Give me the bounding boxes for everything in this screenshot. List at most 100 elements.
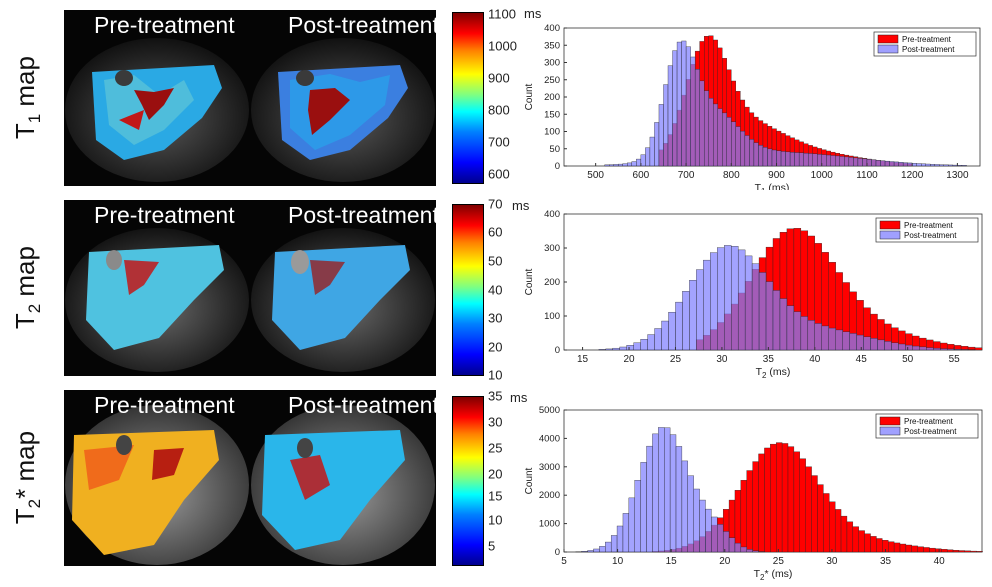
- histogram-bar: [695, 69, 700, 166]
- histogram-bar: [613, 348, 620, 350]
- y-tick-label: 400: [544, 23, 560, 34]
- histogram-bar: [689, 280, 696, 350]
- histogram-bar: [917, 164, 922, 166]
- histogram-bar: [618, 164, 623, 166]
- colorbar-tick: 800: [488, 103, 510, 118]
- histogram-bar: [858, 158, 863, 166]
- histogram-bar: [912, 346, 919, 350]
- histogram-bar: [977, 551, 983, 552]
- histogram-bar: [745, 135, 750, 166]
- histogram-bar: [691, 57, 696, 166]
- histogram-bar: [647, 446, 653, 552]
- histogram-bar: [677, 42, 682, 166]
- legend-swatch: [880, 427, 900, 435]
- histogram-bar: [940, 349, 947, 350]
- histogram-bar: [722, 113, 727, 166]
- x-tick-label: 700: [678, 170, 695, 181]
- histogram-bar: [947, 550, 953, 552]
- histogram-bar: [650, 137, 655, 166]
- x-tick-label: 50: [902, 354, 914, 365]
- panel-title-post: Post-treatment: [288, 202, 436, 229]
- y-tick-label: 0: [555, 345, 560, 356]
- histogram-bar: [806, 467, 812, 552]
- y-tick-label: 100: [544, 127, 560, 138]
- histogram-bar: [654, 122, 659, 166]
- legend-swatch: [880, 231, 900, 239]
- histogram-bar: [641, 339, 648, 350]
- colorbar-tick: 20: [488, 467, 502, 482]
- histogram-bar: [754, 143, 759, 166]
- histogram-bar: [794, 312, 801, 350]
- histogram-bar: [876, 538, 882, 552]
- histogram-bar: [921, 164, 926, 166]
- histogram-bar: [871, 160, 876, 166]
- panel-title-pre: Pre-treatment: [94, 202, 235, 229]
- histogram-bar: [786, 152, 791, 166]
- histogram-bar: [669, 312, 676, 350]
- histogram-bar: [926, 164, 931, 166]
- histogram-bar: [741, 480, 747, 552]
- y-tick-label: 300: [544, 243, 560, 254]
- histogram-bar: [849, 157, 854, 166]
- histogram-bar: [688, 476, 694, 552]
- histogram-bar: [709, 98, 714, 166]
- histogram-bar: [840, 156, 845, 166]
- histogram-bar: [871, 536, 877, 552]
- colorbar-gradient: [452, 396, 484, 566]
- histogram-bar: [747, 471, 753, 552]
- legend-label: Post-treatment: [904, 231, 957, 240]
- histogram-bar: [841, 516, 847, 552]
- histogram-bar: [961, 349, 968, 350]
- x-tick-label: 10: [612, 556, 624, 567]
- histogram-bar: [817, 154, 822, 166]
- legend-swatch: [880, 221, 900, 229]
- histogram-bar: [859, 531, 865, 552]
- histogram-bar: [853, 158, 858, 166]
- histogram-bar: [735, 543, 741, 552]
- histogram-bar: [948, 165, 953, 166]
- legend-label: Post-treatment: [902, 45, 955, 54]
- histogram-bar: [773, 290, 780, 350]
- y-axis-label: Count: [524, 467, 535, 494]
- histogram-bar: [704, 91, 709, 166]
- x-tick-label: 900: [768, 170, 785, 181]
- x-tick-label: 20: [719, 556, 731, 567]
- histogram-bar: [777, 151, 782, 166]
- histogram-bar: [885, 161, 890, 166]
- histogram-bar: [635, 480, 641, 552]
- colorbar-tick: 20: [488, 340, 502, 355]
- histogram-bar: [894, 543, 900, 552]
- histogram-bar: [808, 153, 813, 166]
- y-tick-label: 300: [544, 58, 560, 69]
- colorbar-tick: 50: [488, 254, 502, 269]
- histogram-bar: [890, 162, 895, 166]
- x-tick-label: 800: [723, 170, 740, 181]
- histogram-bar: [636, 159, 641, 166]
- x-tick-label: 30: [826, 556, 838, 567]
- histogram-bar: [641, 462, 647, 552]
- histogram-bar: [745, 256, 752, 350]
- histogram-bar: [723, 531, 729, 552]
- histogram-bar: [729, 538, 735, 552]
- mri-t2star-pre: Pre-treatment: [64, 390, 250, 566]
- histogram-bar: [717, 248, 724, 350]
- histogram-bar: [933, 348, 940, 350]
- histogram-bar: [881, 161, 886, 166]
- x-tick-label: 5: [561, 556, 567, 567]
- histogram-bar: [658, 427, 664, 552]
- histogram-bar: [766, 282, 773, 350]
- y-tick-label: 0: [555, 547, 560, 558]
- histogram-bar: [663, 85, 668, 166]
- histogram-bar: [888, 542, 894, 552]
- histogram-bar: [919, 347, 926, 350]
- histogram-bar: [953, 165, 958, 166]
- histogram-bar: [711, 517, 717, 552]
- y-tick-label: 400: [544, 209, 560, 220]
- histogram-bar: [959, 551, 965, 552]
- histogram-bar: [947, 349, 954, 350]
- legend-label: Pre-treatment: [904, 221, 954, 230]
- histogram-bar: [844, 157, 849, 166]
- histogram-bar: [682, 291, 689, 350]
- histogram-bar: [717, 524, 723, 552]
- histogram-bar: [710, 253, 717, 350]
